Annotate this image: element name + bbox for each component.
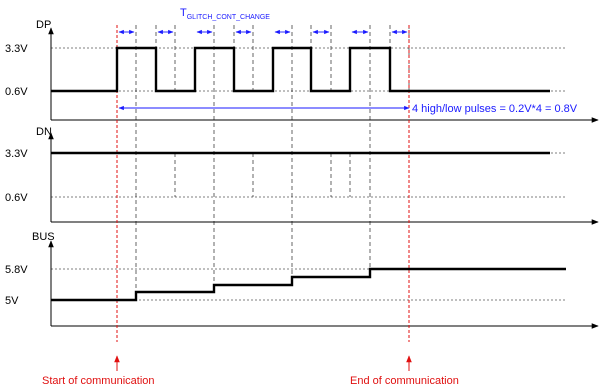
glitch-timing-label: TGLITCH_CONT_CHANGE: [180, 7, 270, 21]
glitch-timing-subscript: GLITCH_CONT_CHANGE: [187, 14, 271, 21]
dp-axis-label: DP: [36, 19, 51, 31]
dp-waveform: [51, 46, 550, 93]
dn-axis-label: DN: [36, 126, 52, 138]
bus-low-level-label: 5V: [5, 295, 19, 307]
dn-high-level-label: 3.3V: [5, 148, 28, 160]
level-reference-lines: [51, 47, 566, 301]
bus-high-level-label: 5.8V: [5, 264, 28, 276]
bus-waveform: [51, 267, 566, 302]
glitch-timing-symbol: T: [180, 7, 187, 19]
axes: [48, 27, 599, 329]
end-communication-label: End of communication: [350, 375, 459, 387]
start-communication-label: Start of communication: [42, 375, 155, 387]
dp-high-level-label: 3.3V: [5, 43, 28, 55]
bus-axis-label: BUS: [32, 231, 55, 243]
dn-low-level-label: 0.6V: [5, 192, 28, 204]
communication-markers: [116, 25, 410, 342]
dp-low-level-label: 0.6V: [5, 86, 28, 98]
pulses-note: 4 high/low pulses = 0.2V*4 = 0.8V: [412, 103, 578, 115]
